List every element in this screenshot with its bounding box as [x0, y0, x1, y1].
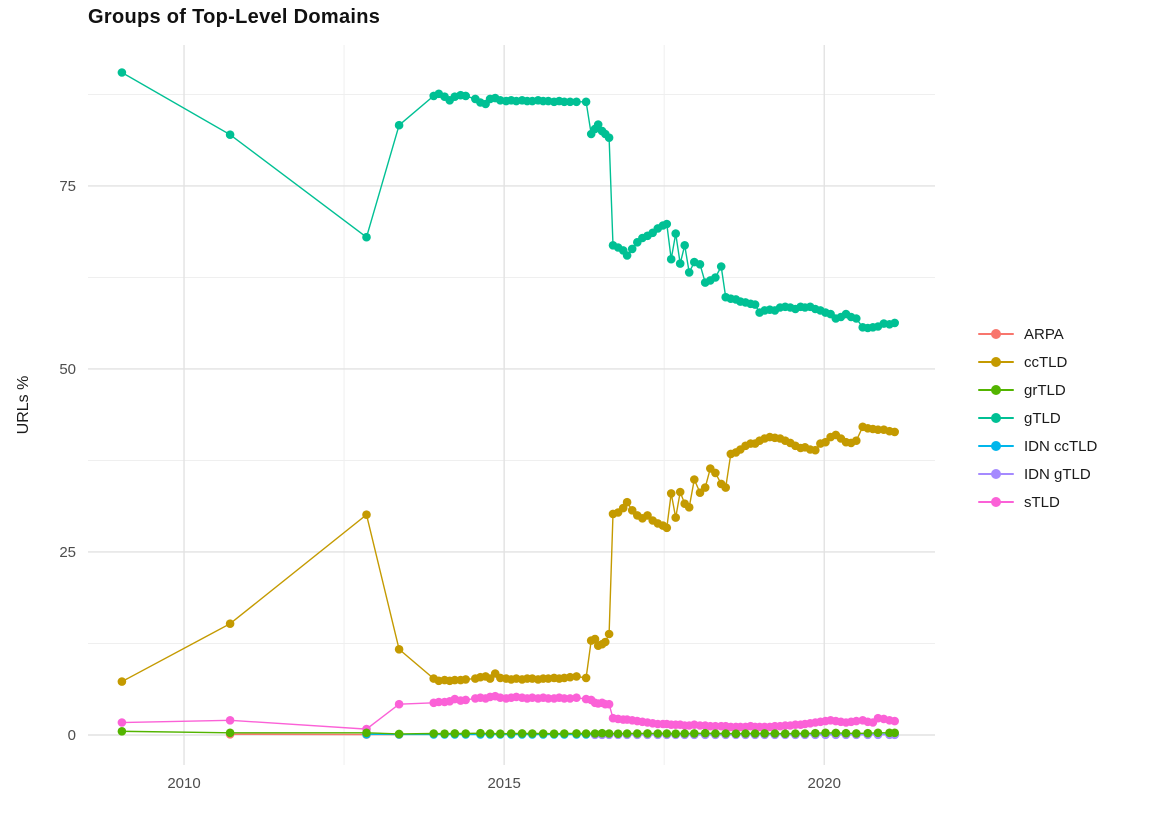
legend-label: grTLD [1024, 381, 1066, 399]
legend-label: IDN ccTLD [1024, 437, 1098, 455]
legend-item: grTLD [978, 376, 1097, 404]
chart-title: Groups of Top-Level Domains [88, 6, 381, 28]
legend-key-icon [978, 469, 1014, 479]
legend-label: ARPA [1024, 325, 1064, 343]
gridlines-minor [88, 45, 935, 765]
data-series-layer [117, 68, 899, 740]
x-tick-label: 2015 [487, 775, 520, 792]
series-cctld [117, 422, 899, 686]
gridlines-major [88, 45, 935, 765]
legend-item: IDN ccTLD [978, 432, 1097, 460]
legend-key-icon [978, 441, 1014, 451]
series-stld [117, 691, 899, 734]
y-tick-label: 25 [59, 544, 76, 561]
legend-key-icon [978, 413, 1014, 423]
legend-label: IDN gTLD [1024, 465, 1091, 483]
x-tick-label: 2010 [167, 775, 200, 792]
legend-label: sTLD [1024, 493, 1060, 511]
y-tick-label: 75 [59, 178, 76, 195]
legend-label: gTLD [1024, 409, 1061, 427]
legend-key-icon [978, 329, 1014, 339]
series-gtld [117, 68, 899, 333]
legend-item: gTLD [978, 404, 1097, 432]
series-grtld [117, 727, 899, 739]
legend-item: ARPA [978, 320, 1097, 348]
axis-tick-labels: 2010 2015 2020 0 25 50 75 [59, 178, 841, 792]
legend: ARPA ccTLD grTLD gTLD IDN ccTLD IDN gTLD sTLD [978, 320, 1097, 516]
legend-label: ccTLD [1024, 353, 1068, 371]
legend-key-icon [978, 357, 1014, 367]
x-tick-label: 2020 [808, 775, 841, 792]
legend-key-icon [978, 385, 1014, 395]
legend-item: ccTLD [978, 348, 1097, 376]
legend-key-icon [978, 497, 1014, 507]
legend-item: IDN gTLD [978, 460, 1097, 488]
legend-item: sTLD [978, 488, 1097, 516]
y-tick-label: 0 [68, 727, 76, 744]
y-tick-label: 50 [59, 361, 76, 378]
